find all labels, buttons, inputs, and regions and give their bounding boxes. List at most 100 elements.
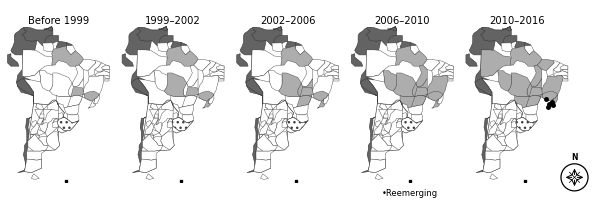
Polygon shape <box>160 36 173 52</box>
Polygon shape <box>53 119 59 128</box>
Polygon shape <box>161 132 174 150</box>
Polygon shape <box>448 79 453 81</box>
Polygon shape <box>88 61 101 77</box>
Polygon shape <box>71 88 99 102</box>
Polygon shape <box>143 134 149 147</box>
Polygon shape <box>193 91 196 93</box>
Polygon shape <box>217 76 224 79</box>
Polygon shape <box>293 105 308 115</box>
Polygon shape <box>182 114 193 123</box>
Polygon shape <box>72 66 83 87</box>
Polygon shape <box>483 159 500 173</box>
Polygon shape <box>516 118 537 131</box>
Polygon shape <box>501 44 512 52</box>
Polygon shape <box>510 47 542 67</box>
Polygon shape <box>179 105 193 115</box>
Polygon shape <box>401 118 412 133</box>
Polygon shape <box>251 27 282 47</box>
Polygon shape <box>39 71 53 92</box>
Polygon shape <box>22 51 53 77</box>
Polygon shape <box>297 96 311 108</box>
Polygon shape <box>416 66 427 87</box>
Polygon shape <box>257 134 264 147</box>
Polygon shape <box>439 63 453 72</box>
Polygon shape <box>49 74 72 97</box>
Polygon shape <box>400 96 426 109</box>
Polygon shape <box>400 42 410 51</box>
Polygon shape <box>31 121 37 128</box>
Polygon shape <box>547 100 554 109</box>
Polygon shape <box>511 119 517 128</box>
Polygon shape <box>25 159 41 173</box>
Polygon shape <box>437 95 443 104</box>
Polygon shape <box>282 119 288 128</box>
Polygon shape <box>361 77 377 96</box>
Polygon shape <box>389 36 402 52</box>
Polygon shape <box>44 110 52 121</box>
Polygon shape <box>52 47 83 67</box>
Polygon shape <box>59 113 63 122</box>
Polygon shape <box>193 60 211 71</box>
Polygon shape <box>11 29 37 55</box>
Polygon shape <box>268 137 278 146</box>
Polygon shape <box>547 61 560 77</box>
Polygon shape <box>502 110 510 121</box>
Polygon shape <box>122 54 133 67</box>
Polygon shape <box>58 118 68 133</box>
Polygon shape <box>368 104 408 173</box>
Polygon shape <box>145 123 154 134</box>
Polygon shape <box>142 150 161 160</box>
Polygon shape <box>146 174 154 180</box>
Polygon shape <box>380 104 388 110</box>
Polygon shape <box>216 66 224 70</box>
Polygon shape <box>295 43 301 51</box>
Polygon shape <box>372 134 392 151</box>
Polygon shape <box>133 95 149 173</box>
Polygon shape <box>375 174 383 180</box>
Polygon shape <box>254 159 271 173</box>
Polygon shape <box>487 134 493 147</box>
Polygon shape <box>561 76 568 79</box>
Polygon shape <box>412 96 426 108</box>
Polygon shape <box>366 51 397 77</box>
Polygon shape <box>412 79 427 97</box>
Polygon shape <box>503 36 517 52</box>
Polygon shape <box>265 104 278 110</box>
Polygon shape <box>368 159 385 173</box>
Polygon shape <box>497 137 507 146</box>
Polygon shape <box>503 119 516 137</box>
Polygon shape <box>560 70 568 74</box>
Polygon shape <box>481 51 512 77</box>
Polygon shape <box>277 101 288 111</box>
Polygon shape <box>323 95 328 104</box>
Polygon shape <box>331 70 338 74</box>
Polygon shape <box>203 100 211 109</box>
Polygon shape <box>36 104 49 110</box>
Polygon shape <box>209 71 224 77</box>
Polygon shape <box>287 118 297 133</box>
Polygon shape <box>246 51 264 96</box>
Polygon shape <box>274 36 288 52</box>
Polygon shape <box>25 104 64 173</box>
Polygon shape <box>380 104 392 110</box>
Polygon shape <box>17 77 34 96</box>
Polygon shape <box>266 119 273 125</box>
Polygon shape <box>317 100 325 109</box>
Polygon shape <box>331 66 338 70</box>
Polygon shape <box>426 76 448 102</box>
Polygon shape <box>366 27 397 47</box>
Polygon shape <box>523 105 537 115</box>
Polygon shape <box>422 91 425 93</box>
Polygon shape <box>355 29 381 55</box>
Polygon shape <box>496 130 503 136</box>
Polygon shape <box>288 113 292 122</box>
Polygon shape <box>101 70 109 74</box>
Polygon shape <box>171 96 197 109</box>
Polygon shape <box>18 95 35 173</box>
Polygon shape <box>251 71 269 83</box>
Polygon shape <box>493 110 502 119</box>
Polygon shape <box>45 36 59 52</box>
Polygon shape <box>497 71 511 92</box>
Polygon shape <box>383 119 391 133</box>
Polygon shape <box>216 70 224 74</box>
